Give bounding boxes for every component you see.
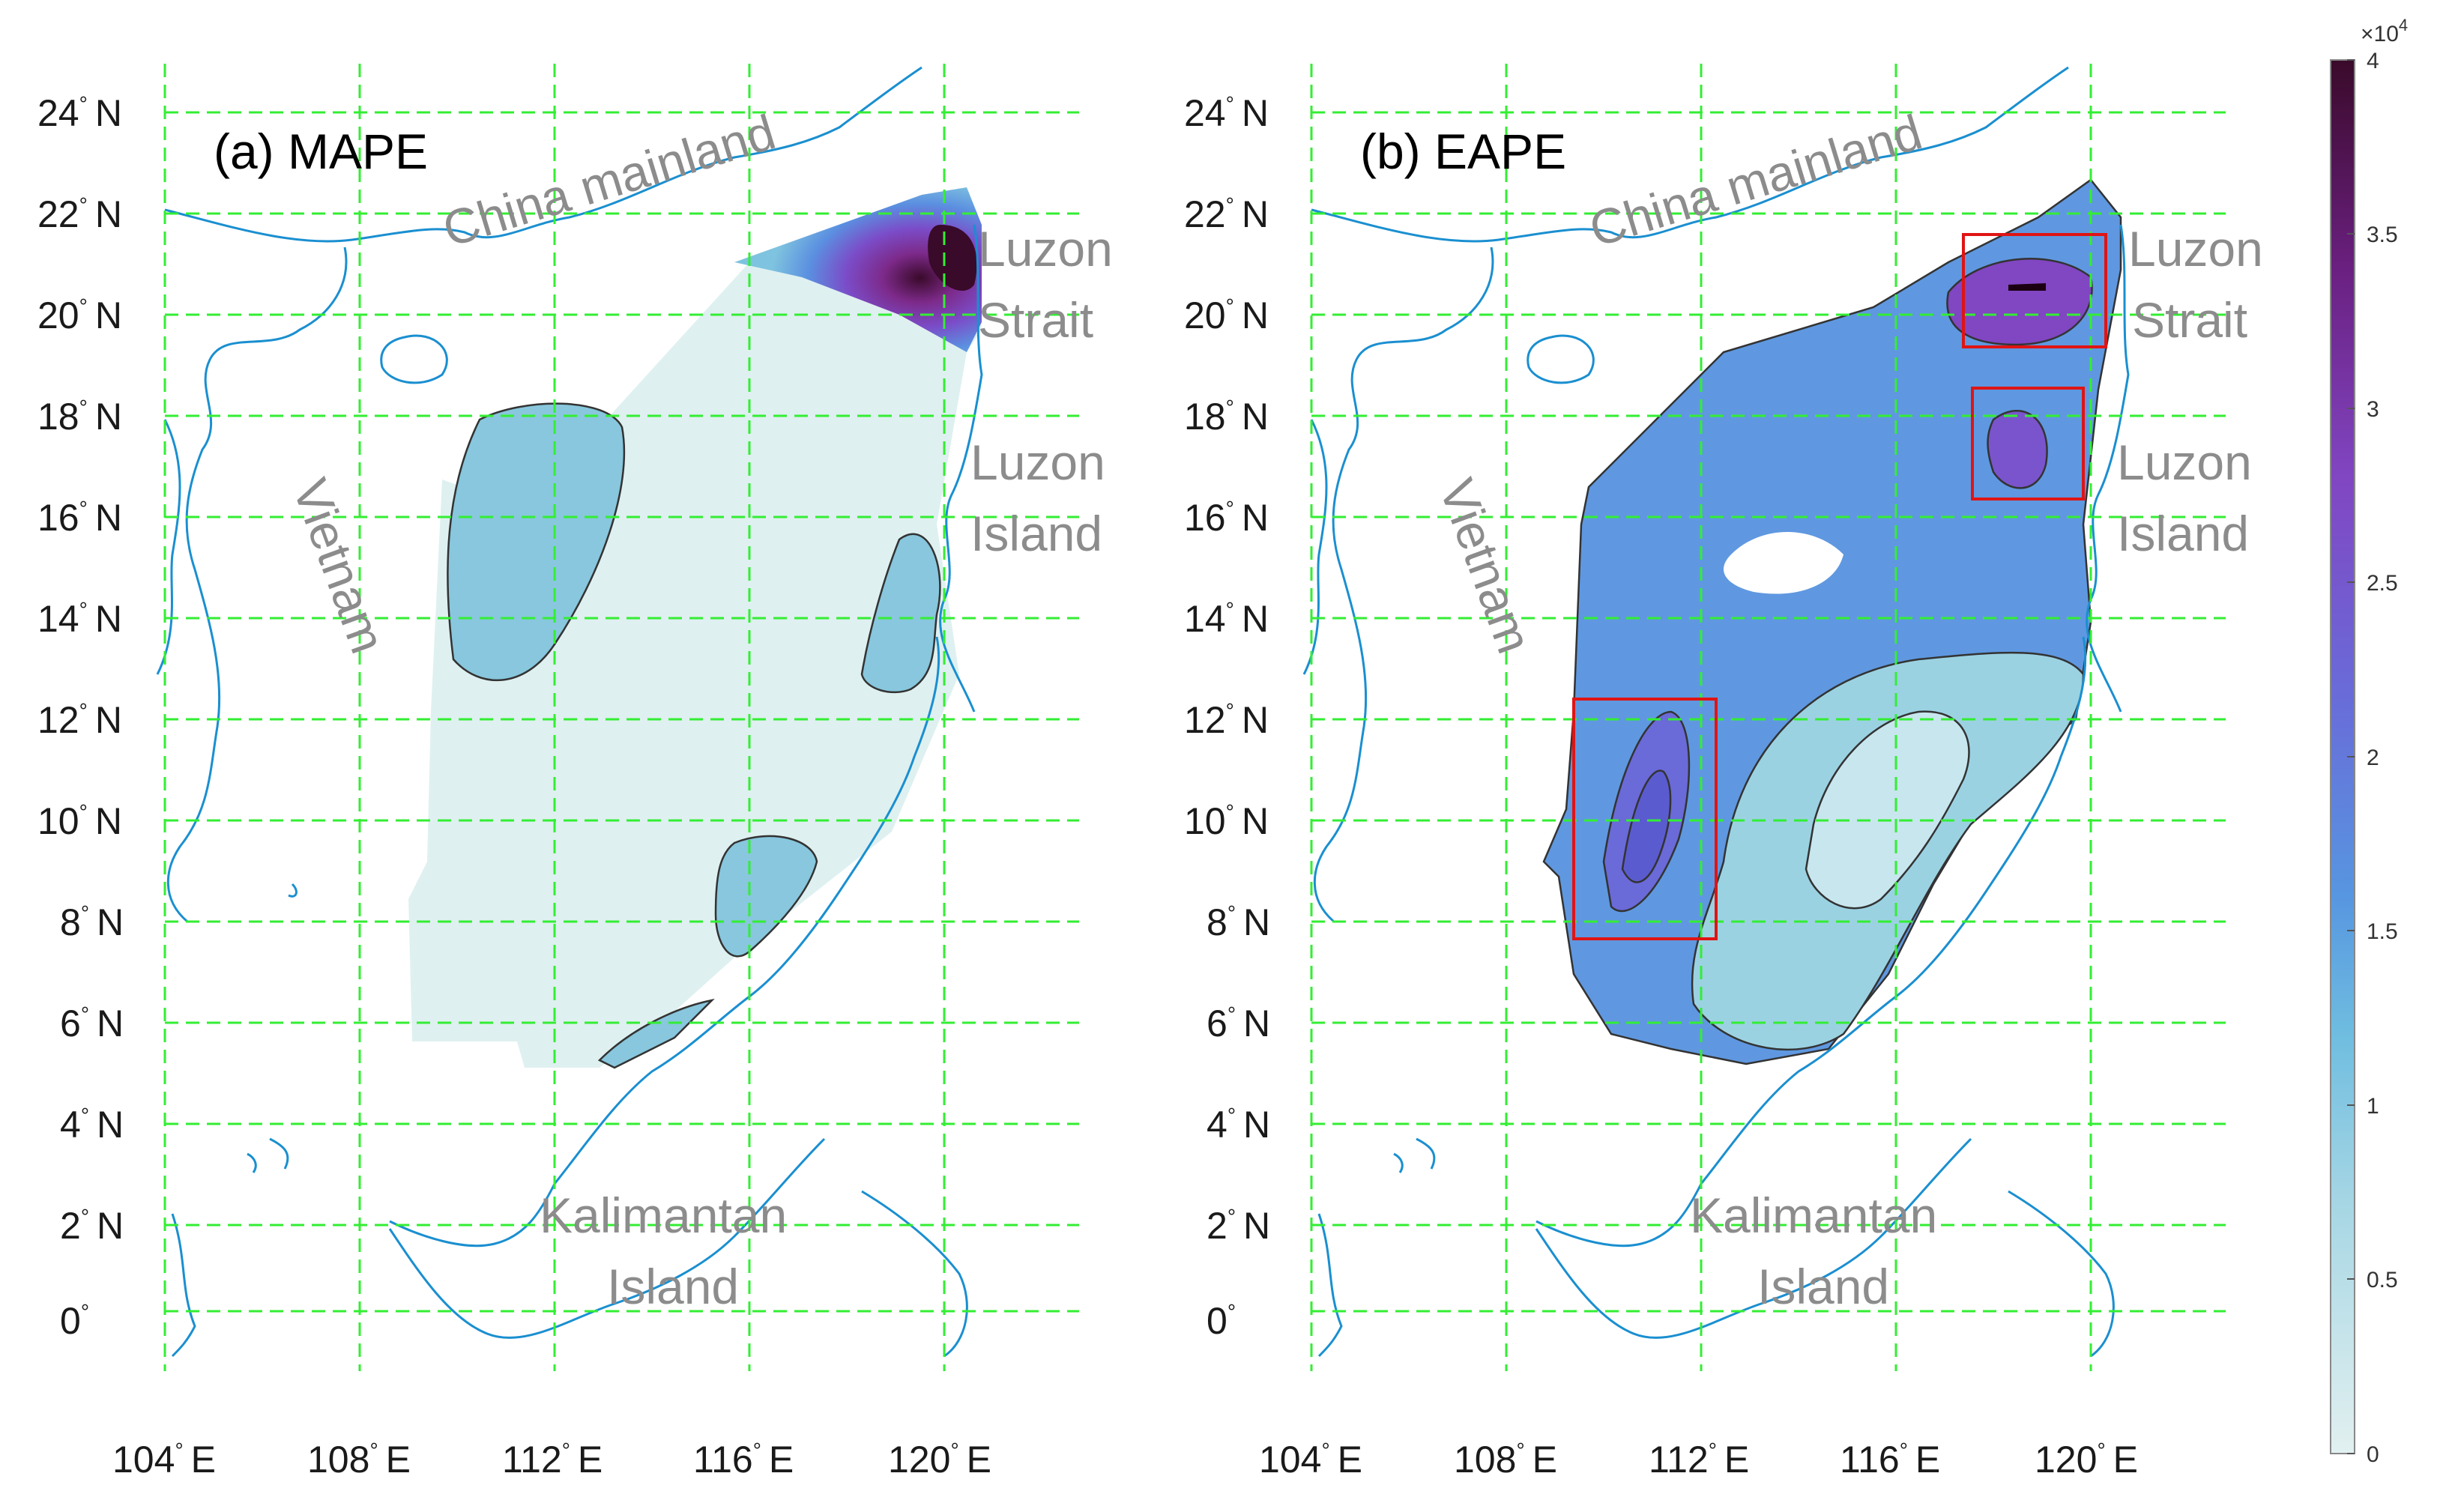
lat-tick: 10° N xyxy=(1184,800,1269,842)
lat-tick: 12° N xyxy=(1184,699,1269,741)
highlight-box-luzon-strait xyxy=(1962,233,2107,348)
lon-tick: 104° E xyxy=(1259,1439,1362,1481)
lat-tick: 8° N xyxy=(60,901,124,943)
lat-tick: 6° N xyxy=(1207,1003,1270,1044)
grid-b xyxy=(1310,64,2226,1371)
label-luzon-island-2: Island xyxy=(2117,506,2249,561)
label-kalimantan-2: Island xyxy=(607,1259,739,1314)
label-kalimantan-2: Island xyxy=(1757,1259,1889,1314)
lat-tick: 18° N xyxy=(37,396,122,438)
lat-labels-b: 24° N 22° N 20° N 18° N 16° N 14° N 12° N 10° N … xyxy=(1184,92,1270,1342)
colorbar-tick-label: 0 xyxy=(2367,1442,2379,1467)
lat-tick: 8° N xyxy=(1207,901,1270,943)
lon-tick: 108° E xyxy=(307,1439,411,1481)
label-luzon-strait-1: Luzon xyxy=(2128,221,2263,276)
label-kalimantan-1: Kalimantan xyxy=(1690,1188,1937,1243)
lat-tick: 20° N xyxy=(37,294,122,336)
mape-field xyxy=(408,187,982,1069)
panel-a-title: (a) MAPE xyxy=(214,124,428,179)
lat-tick: 10° N xyxy=(37,800,122,842)
lat-tick: 4° N xyxy=(1207,1104,1270,1146)
label-china-mainland: China mainland xyxy=(436,104,781,258)
colorbar-tick-label: 1 xyxy=(2367,1094,2379,1119)
label-china-mainland: China mainland xyxy=(1583,104,1927,258)
lon-tick: 120° E xyxy=(2035,1439,2138,1481)
label-kalimantan-1: Kalimantan xyxy=(540,1188,787,1243)
label-luzon-island-2: Island xyxy=(970,506,1102,561)
lat-tick: 0° xyxy=(60,1300,89,1342)
lat-labels-a: 24° N 22° N 20° N 18° N 16° N 14° N 12° N 10° N … xyxy=(37,92,124,1342)
lon-tick: 104° E xyxy=(112,1439,216,1481)
coastlines-a xyxy=(156,66,983,1358)
lat-tick: 22° N xyxy=(37,193,122,235)
label-luzon-strait-2: Strait xyxy=(2132,292,2247,348)
eape-field xyxy=(1542,178,2122,1065)
label-vietnam: Vietnam xyxy=(283,471,396,660)
lon-tick: 116° E xyxy=(693,1439,794,1481)
lat-tick: 24° N xyxy=(1184,92,1269,134)
label-luzon-island-1: Luzon xyxy=(970,435,1105,490)
panel-b-title: (b) EAPE xyxy=(1360,124,1566,179)
colorbar-tick-label: 0.5 xyxy=(2367,1268,2398,1292)
colorbar-multiplier: ×104 xyxy=(2361,16,2408,46)
lon-tick: 116° E xyxy=(1840,1439,1940,1481)
highlight-box-luzon-west xyxy=(1971,387,2085,501)
lat-tick: 14° N xyxy=(1184,598,1269,640)
colorbar-tick-label: 2 xyxy=(2367,746,2379,770)
lon-tick: 120° E xyxy=(888,1439,991,1481)
lat-tick: 0° xyxy=(1207,1300,1236,1342)
colorbar: ×104 4 3.5 3 2.5 2 1.5 1 0.5 0 xyxy=(2330,16,2408,1467)
lon-tick: 112° E xyxy=(1649,1439,1749,1481)
lat-tick: 20° N xyxy=(1184,294,1269,336)
colorbar-tick-label: 4 xyxy=(2367,49,2379,73)
highlight-box-vietnam-coast xyxy=(1572,698,1718,940)
colorbar-tick-label: 3.5 xyxy=(2367,223,2398,247)
lon-tick: 112° E xyxy=(502,1439,603,1481)
lat-tick: 16° N xyxy=(1184,497,1269,539)
colorbar-tick-label: 2.5 xyxy=(2367,571,2398,596)
coastlines-b xyxy=(1302,66,2130,1358)
label-vietnam: Vietnam xyxy=(1429,471,1543,660)
lat-tick: 16° N xyxy=(37,497,122,539)
label-luzon-strait-2: Strait xyxy=(978,292,1093,348)
grid-a xyxy=(163,64,1079,1371)
colorbar-tick-label: 3 xyxy=(2367,397,2379,422)
lat-tick: 18° N xyxy=(1184,396,1269,438)
lat-tick: 4° N xyxy=(60,1104,124,1146)
lat-tick: 2° N xyxy=(60,1205,124,1247)
colorbar-ticks: 4 3.5 3 2.5 2 1.5 1 0.5 0 xyxy=(2347,49,2398,1467)
colorbar-tick-label: 1.5 xyxy=(2367,919,2398,944)
label-luzon-island-1: Luzon xyxy=(2117,435,2252,490)
lat-tick: 24° N xyxy=(37,92,122,134)
panel-b: (b) EAPE China mainland Luzon Strait Luz… xyxy=(1184,64,2263,1481)
lat-tick: 12° N xyxy=(37,699,122,741)
lon-labels-b: 104° E 108° E 112° E 116° E 120° E xyxy=(1259,1439,2138,1481)
lon-tick: 108° E xyxy=(1454,1439,1557,1481)
lon-labels-a: 104° E 108° E 112° E 116° E 120° E xyxy=(112,1439,991,1481)
panel-a: (a) MAPE China mainland Luzon Strait Luz… xyxy=(37,64,1113,1481)
lat-tick: 14° N xyxy=(37,598,122,640)
label-luzon-strait-1: Luzon xyxy=(978,221,1113,276)
lat-tick: 2° N xyxy=(1207,1205,1270,1247)
lat-tick: 22° N xyxy=(1184,193,1269,235)
lat-tick: 6° N xyxy=(60,1003,124,1044)
